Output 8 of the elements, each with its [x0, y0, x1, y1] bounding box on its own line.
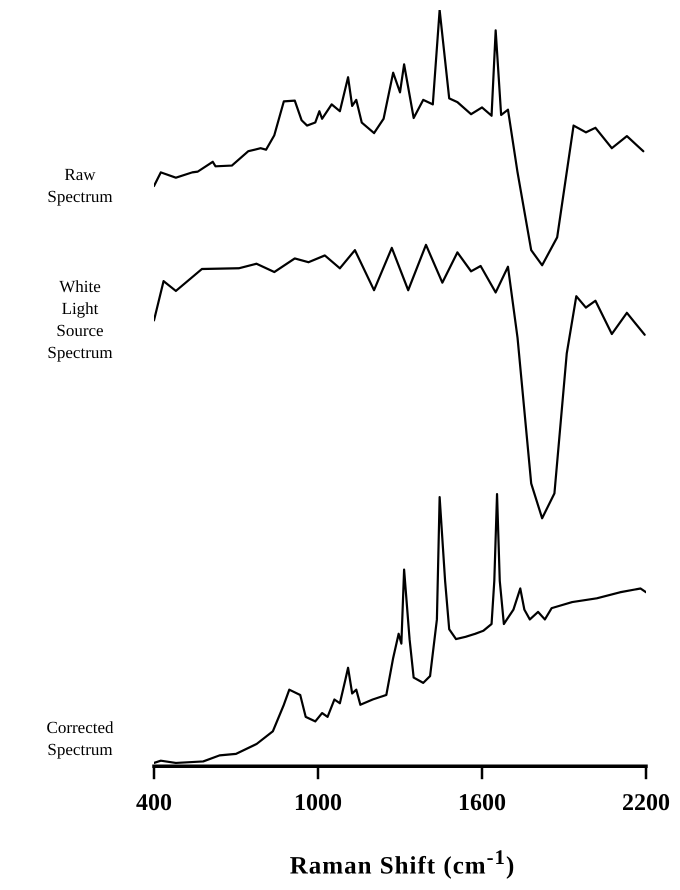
text: Raw Spectrum — [46, 164, 114, 208]
text: Corrected Spectrum — [45, 717, 115, 762]
text: White Light Source Spectrum — [46, 276, 114, 364]
x-tick-label: 1000 — [294, 790, 342, 816]
x-tick-label: 400 — [136, 790, 172, 816]
x-tick-label: 1600 — [458, 790, 506, 816]
x-axis-title: Raman Shift (cm$^{-1}$) — [288, 845, 516, 880]
x-tick-label: 2200 — [622, 790, 670, 816]
